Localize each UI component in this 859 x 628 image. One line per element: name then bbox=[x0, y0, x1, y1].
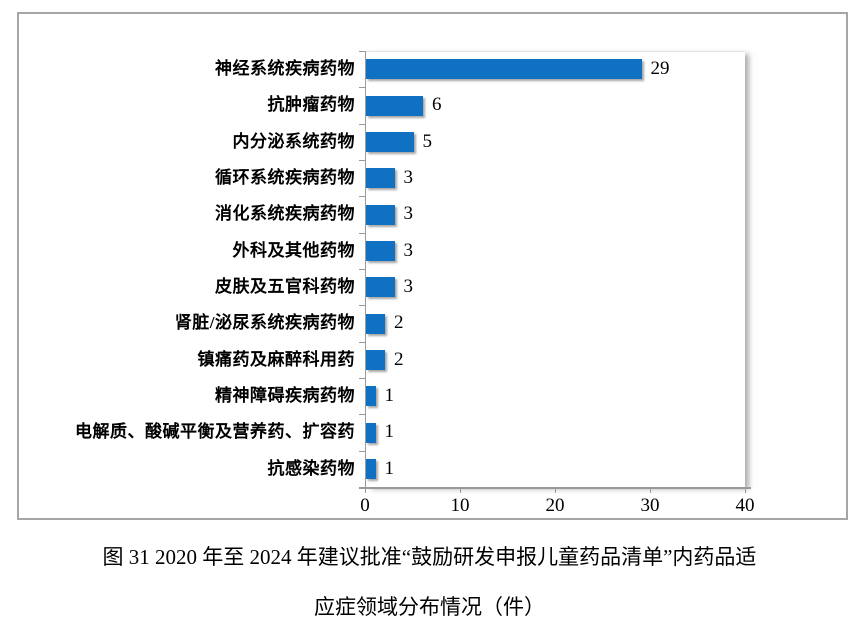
x-axis-tick-label: 20 bbox=[545, 495, 565, 516]
x-axis-tick-label: 0 bbox=[360, 495, 370, 516]
x-axis-tick-label: 40 bbox=[735, 495, 755, 516]
chart-frame: 神经系统疾病药物 29 抗肿瘤药物 6 内分泌系统药物 5 循环系统疾病药物 3 消化系统疾病药… bbox=[17, 12, 848, 520]
value-label: 6 bbox=[432, 94, 442, 116]
bar bbox=[366, 349, 385, 370]
category-label: 皮肤及五官科药物 bbox=[215, 277, 355, 296]
y-axis-tick bbox=[359, 450, 365, 452]
value-label: 29 bbox=[650, 58, 670, 79]
bar bbox=[366, 168, 395, 189]
y-axis-tick bbox=[359, 414, 365, 416]
y-axis-tick bbox=[359, 123, 365, 125]
x-axis-tick-label: 30 bbox=[640, 495, 660, 516]
value-label: 3 bbox=[403, 167, 414, 188]
category-label: 循环系统疾病药物 bbox=[215, 168, 355, 187]
x-axis-tick bbox=[460, 487, 461, 493]
plot-area bbox=[365, 51, 745, 488]
value-label: 3 bbox=[403, 276, 414, 297]
x-axis-tick bbox=[365, 487, 366, 493]
bar bbox=[366, 131, 414, 152]
category-label: 消化系统疾病药物 bbox=[215, 204, 355, 224]
category-label: 精神障碍疾病药物 bbox=[215, 386, 355, 405]
caption-line-1: 图 31 2020 年至 2024 年建议批准“鼓励研发申报儿童药品清单”内药品… bbox=[102, 545, 757, 569]
y-axis-tick bbox=[359, 341, 365, 343]
y-axis-tick bbox=[359, 196, 365, 198]
category-label: 内分泌系统药物 bbox=[232, 131, 355, 151]
x-axis-tick-label: 10 bbox=[450, 495, 470, 516]
bar bbox=[366, 204, 395, 225]
y-axis-tick bbox=[359, 87, 365, 89]
x-axis-line bbox=[359, 487, 751, 489]
category-label: 神经系统疾病药物 bbox=[215, 59, 355, 78]
bar bbox=[366, 240, 395, 261]
value-label: 2 bbox=[394, 312, 404, 334]
category-label: 抗肿瘤药物 bbox=[267, 95, 355, 115]
bar bbox=[366, 386, 376, 407]
caption-line-2: 应症领域分布情况（件） bbox=[314, 595, 545, 619]
bar bbox=[366, 313, 385, 334]
y-axis-tick bbox=[359, 269, 365, 270]
value-label: 3 bbox=[403, 203, 414, 225]
x-axis-tick bbox=[650, 487, 651, 493]
x-axis-tick bbox=[555, 487, 556, 493]
value-label: 1 bbox=[384, 385, 395, 406]
y-axis-tick bbox=[359, 378, 365, 379]
value-label: 5 bbox=[422, 130, 433, 152]
y-axis-tick bbox=[359, 305, 365, 307]
y-axis-tick bbox=[359, 51, 365, 52]
x-axis-tick bbox=[745, 487, 746, 493]
category-label: 外科及其他药物 bbox=[232, 240, 355, 260]
value-label: 2 bbox=[394, 348, 404, 370]
category-label: 镇痛药及麻醉科用药 bbox=[197, 349, 355, 369]
y-axis-tick bbox=[359, 232, 365, 234]
bar bbox=[366, 277, 395, 298]
value-label: 3 bbox=[403, 239, 414, 261]
bar bbox=[366, 458, 376, 479]
value-label: 1 bbox=[384, 421, 395, 443]
y-axis-line bbox=[365, 51, 366, 488]
bar bbox=[366, 59, 642, 80]
category-label: 抗感染药物 bbox=[267, 458, 355, 478]
value-label: 1 bbox=[384, 457, 395, 479]
y-axis-tick bbox=[359, 160, 365, 161]
figure-caption: 图 31 2020 年至 2024 年建议批准“鼓励研发申报儿童药品清单”内药品… bbox=[0, 541, 859, 621]
bar bbox=[366, 422, 376, 443]
category-label: 电解质、酸碱平衡及营养药、扩容药 bbox=[75, 422, 355, 442]
bar bbox=[366, 95, 423, 116]
category-label: 肾脏/泌尿系统疾病药物 bbox=[174, 313, 355, 333]
